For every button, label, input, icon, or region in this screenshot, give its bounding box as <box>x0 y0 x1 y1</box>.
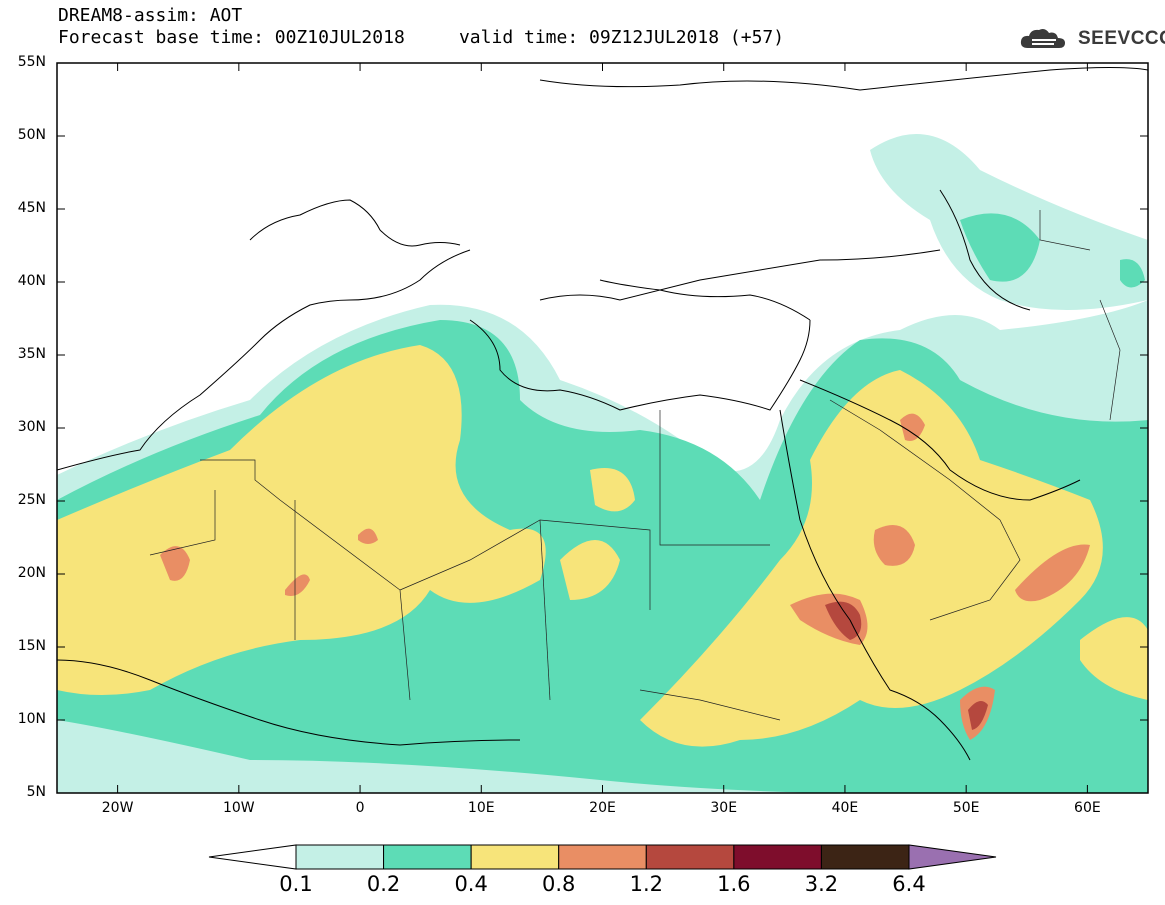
colorbar-under-arrow <box>208 844 297 870</box>
lon-label: 60E <box>1074 800 1101 816</box>
colorbar-swatch <box>383 844 472 870</box>
forecast-time-line: Forecast base time: 00Z10JUL2018 valid t… <box>58 27 785 48</box>
coastlines <box>57 67 1148 761</box>
colorbar-label: 0.2 <box>366 872 401 896</box>
lat-label: 55N <box>17 54 46 70</box>
aot-band-0.4 <box>57 345 1148 747</box>
colorbar-swatch <box>558 844 647 870</box>
colorbar-label: 1.6 <box>717 872 751 896</box>
colorbar-label: 0.8 <box>542 872 576 896</box>
lon-label: 50E <box>952 800 980 816</box>
lon-label: 30E <box>710 800 738 816</box>
axis-ticks <box>57 62 1148 794</box>
lon-label: 0 <box>355 800 365 816</box>
colorbar-label: 1.2 <box>629 872 663 896</box>
colorbar-swatch <box>470 844 560 870</box>
colorbar-swatch <box>820 844 910 870</box>
chart-title: DREAM8-assim: AOT <box>58 5 243 26</box>
colorbar-swatch <box>295 844 385 870</box>
lat-label: 25N <box>17 492 46 508</box>
lat-label: 10N <box>17 711 46 727</box>
country-borders <box>149 210 1121 721</box>
lon-label: 10E <box>467 800 495 816</box>
colorbar-over-arrow <box>908 844 997 870</box>
logo-text: SEEVCCC <box>1078 28 1165 49</box>
colorbar-swatch <box>733 844 822 870</box>
cloud-icon <box>1020 29 1065 48</box>
lat-label: 35N <box>17 346 46 362</box>
lat-label: 40N <box>17 273 46 289</box>
aot-band-1.2 <box>825 601 988 730</box>
colorbar-label: 0.1 <box>279 872 313 896</box>
lat-label: 30N <box>17 419 46 435</box>
lon-label: 10W <box>222 800 255 816</box>
colorbar <box>208 844 997 870</box>
lon-label: 20E <box>589 800 616 816</box>
lon-label: 40E <box>831 800 859 816</box>
aot-field <box>57 134 1148 793</box>
lon-label: 20W <box>101 800 134 816</box>
colorbar-label: 0.4 <box>454 872 488 896</box>
seevccc-logo: SEEVCCC <box>1018 26 1165 52</box>
lat-label: 20N <box>17 565 46 581</box>
lat-label: 15N <box>17 638 46 654</box>
lat-label: 5N <box>26 784 46 800</box>
colorbar-swatch <box>645 844 735 870</box>
lat-label: 50N <box>17 127 46 143</box>
colorbar-label: 6.4 <box>892 872 926 896</box>
colorbar-label: 3.2 <box>804 872 839 896</box>
lat-label: 45N <box>17 200 46 216</box>
